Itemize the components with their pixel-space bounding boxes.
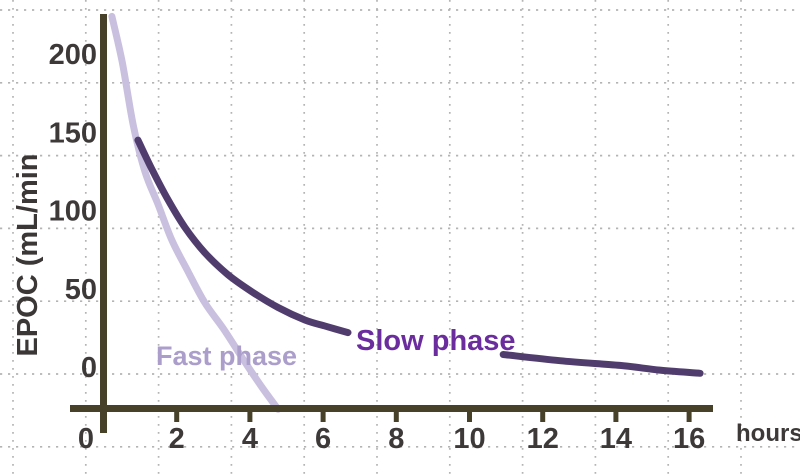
fast-phase-curve (108, 12, 282, 413)
slow-phase-curve (499, 351, 704, 377)
x-tick-label: 6 (315, 423, 331, 455)
y-tick-label: 0 (81, 352, 97, 384)
y-tick-label: 50 (65, 274, 97, 306)
x-tick-label: 2 (169, 423, 185, 455)
y-tick-label: 100 (49, 196, 97, 228)
y-axis-title: EPOC (mL/min (12, 153, 44, 357)
x-tick-label: 0 (78, 423, 94, 455)
slow-phase-label: Slow phase (356, 325, 516, 357)
x-tick-label: 14 (600, 423, 632, 455)
x-tick-label: 10 (453, 423, 485, 455)
x-tick-label: 4 (242, 423, 258, 455)
y-tick-label: 200 (49, 39, 97, 71)
x-axis-unit-label: hours (736, 420, 800, 447)
x-tick-label: 16 (673, 423, 705, 455)
slow-phase-curve (134, 136, 352, 337)
x-tick-label: 12 (527, 423, 559, 455)
fast-phase-label: Fast phase (156, 341, 298, 371)
x-tick-label: 8 (388, 423, 404, 455)
y-tick-label: 150 (49, 117, 97, 149)
